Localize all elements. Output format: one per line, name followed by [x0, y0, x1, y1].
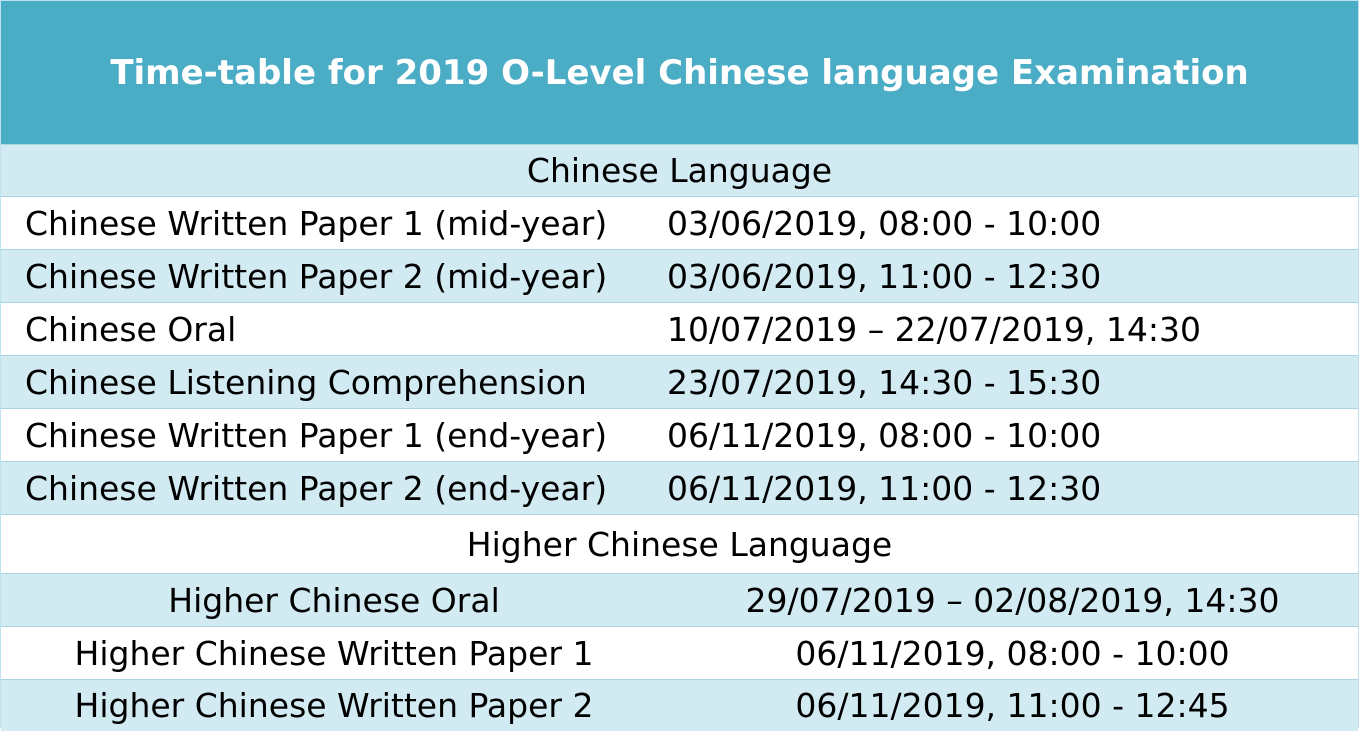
table-row: Chinese Oral 10/07/2019 – 22/07/2019, 14… — [1, 302, 1358, 355]
table-row: Chinese Written Paper 1 (end-year) 06/11… — [1, 408, 1358, 461]
timetable-header: Time-table for 2019 O-Level Chinese lang… — [1, 1, 1358, 144]
subject-cell: Chinese Written Paper 2 (mid-year) — [25, 256, 608, 296]
schedule-cell: 03/06/2019, 08:00 - 10:00 — [667, 203, 1102, 243]
schedule-cell: 06/11/2019, 11:00 - 12:45 — [795, 686, 1230, 725]
schedule-cell: 06/11/2019, 08:00 - 10:00 — [795, 633, 1230, 673]
table-row: Chinese Written Paper 2 (end-year) 06/11… — [1, 461, 1358, 514]
subject-cell: Higher Chinese Written Paper 1 — [74, 633, 594, 673]
subject-cell: Chinese Written Paper 1 (end-year) — [25, 415, 608, 455]
section-heading-label: Higher Chinese Language — [466, 524, 893, 564]
subject-cell: Chinese Listening Comprehension — [25, 362, 587, 402]
table-row: Chinese Written Paper 1 (mid-year) 03/06… — [1, 196, 1358, 249]
schedule-cell: 10/07/2019 – 22/07/2019, 14:30 — [667, 309, 1201, 349]
section-heading-label: Chinese Language — [526, 151, 833, 190]
subject-cell: Chinese Written Paper 2 (end-year) — [25, 468, 608, 508]
table-row: Chinese Written Paper 2 (mid-year) 03/06… — [1, 249, 1358, 302]
subject-cell: Higher Chinese Oral — [168, 580, 500, 620]
section-heading-chinese-language: Chinese Language — [1, 144, 1358, 196]
table-row: Higher Chinese Written Paper 1 06/11/201… — [1, 626, 1358, 679]
schedule-cell: 23/07/2019, 14:30 - 15:30 — [667, 362, 1102, 402]
subject-cell: Higher Chinese Written Paper 2 — [74, 686, 594, 725]
schedule-cell: 29/07/2019 – 02/08/2019, 14:30 — [745, 580, 1280, 620]
section-heading-higher-chinese-language: Higher Chinese Language — [1, 514, 1358, 573]
timetable-title: Time-table for 2019 O-Level Chinese lang… — [110, 52, 1249, 93]
table-row: Chinese Listening Comprehension 23/07/20… — [1, 355, 1358, 408]
subject-cell: Chinese Oral — [25, 309, 237, 349]
schedule-cell: 06/11/2019, 08:00 - 10:00 — [667, 415, 1102, 455]
table-row: Higher Chinese Oral 29/07/2019 – 02/08/2… — [1, 573, 1358, 626]
table-row: Higher Chinese Written Paper 2 06/11/201… — [1, 679, 1358, 731]
subject-cell: Chinese Written Paper 1 (mid-year) — [25, 203, 608, 243]
schedule-cell: 06/11/2019, 11:00 - 12:30 — [667, 468, 1102, 508]
schedule-cell: 03/06/2019, 11:00 - 12:30 — [667, 256, 1102, 296]
